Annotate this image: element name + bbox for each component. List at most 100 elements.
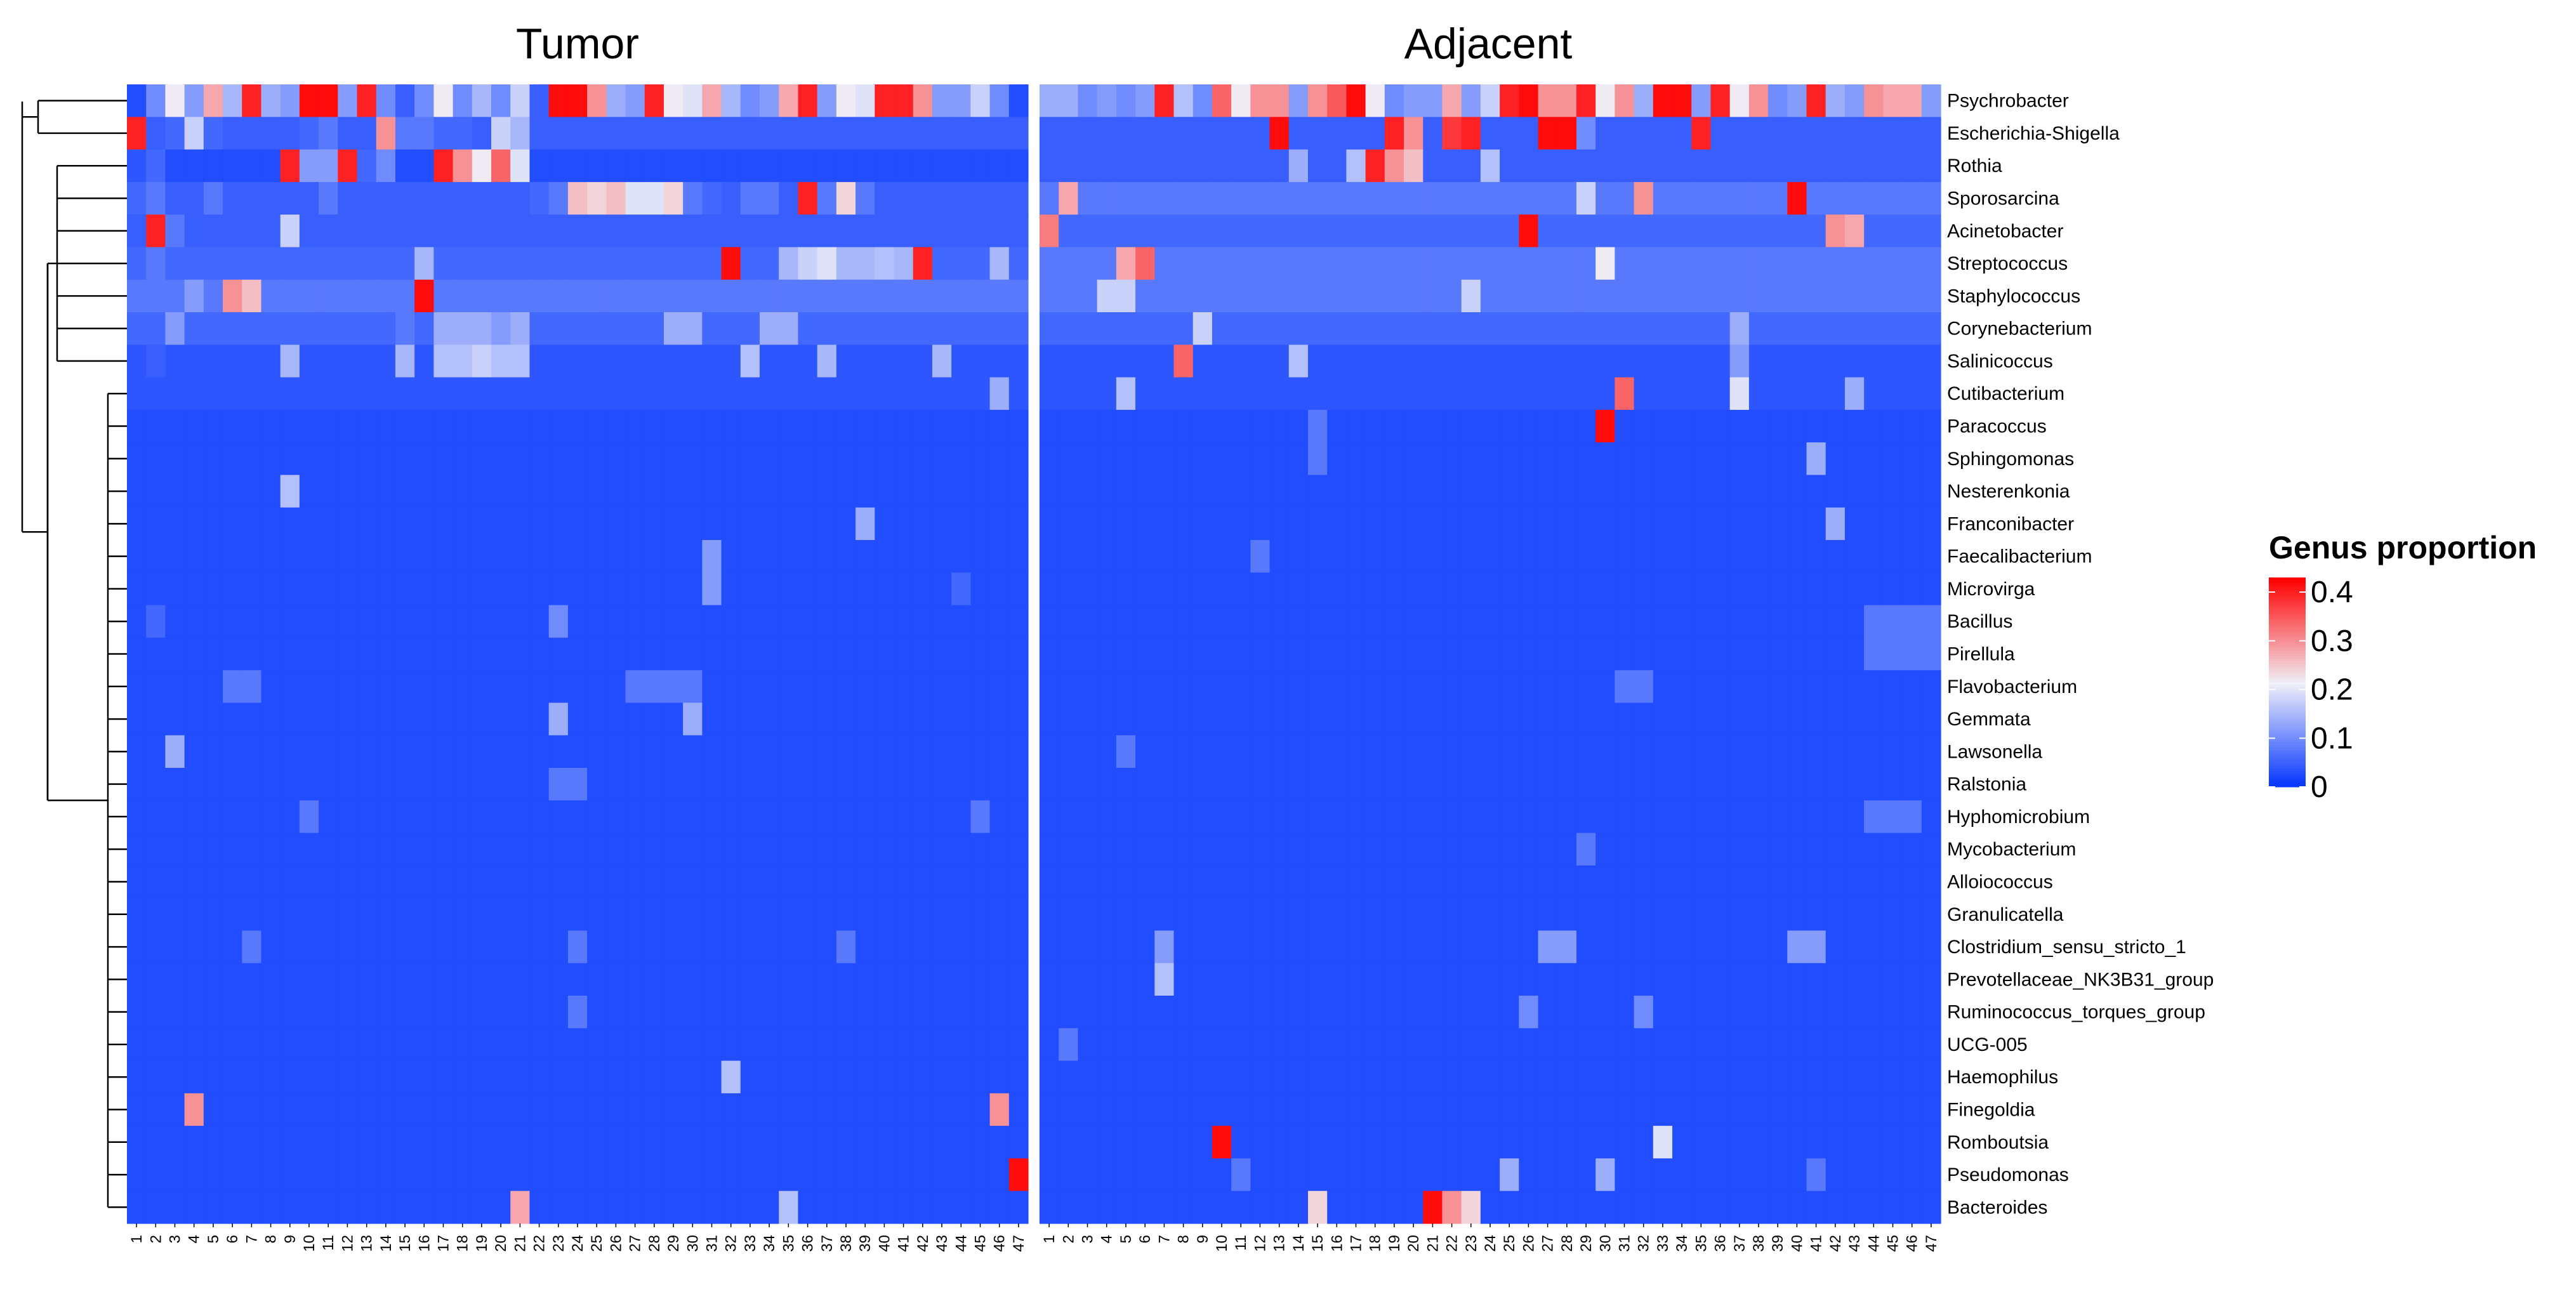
heatmap-cell — [1576, 117, 1596, 150]
heatmap-cell — [1806, 1060, 1826, 1094]
legend-gradient-step — [2269, 619, 2306, 623]
heatmap-cell — [1787, 930, 1807, 964]
heatmap-cell — [1729, 1126, 1750, 1159]
heatmap-cell — [376, 149, 396, 183]
heatmap-cell — [1500, 1158, 1519, 1192]
heatmap-cell — [606, 1126, 626, 1159]
heatmap-cell — [1059, 572, 1079, 606]
heatmap-cell — [472, 117, 492, 150]
heatmap-cell — [1461, 312, 1481, 345]
heatmap-cell — [395, 1093, 415, 1126]
heatmap-cell — [625, 865, 645, 899]
heatmap-cell — [1595, 898, 1615, 932]
heatmap-cell — [798, 377, 818, 411]
heatmap-cell — [1615, 702, 1635, 736]
heatmap-cell — [299, 996, 319, 1029]
heatmap-cell — [875, 1158, 895, 1192]
heatmap-cell — [1748, 84, 1769, 117]
heatmap-cell — [587, 377, 607, 411]
heatmap-cell — [1864, 507, 1884, 541]
heatmap-cell — [1729, 833, 1750, 866]
heatmap-cell — [433, 800, 454, 834]
heatmap-cell — [740, 247, 760, 280]
heatmap-cell — [1921, 833, 1941, 866]
heatmap-cell — [702, 996, 722, 1029]
heatmap-cell — [491, 409, 511, 443]
column-label: 35 — [1693, 1235, 1710, 1252]
heatmap-cell — [989, 181, 1010, 215]
heatmap-cell — [1288, 898, 1309, 932]
heatmap-cell — [1008, 800, 1029, 834]
heatmap-cell — [663, 572, 684, 606]
heatmap-cell — [663, 247, 684, 280]
heatmap-cell — [740, 702, 760, 736]
heatmap-cell — [1442, 702, 1462, 736]
heatmap-cell — [1710, 996, 1731, 1029]
heatmap-cell — [357, 702, 377, 736]
heatmap-cell — [280, 963, 300, 996]
heatmap-cell — [452, 1158, 473, 1192]
heatmap-cell — [1557, 409, 1577, 443]
heatmap-cell — [338, 1158, 358, 1192]
heatmap-cell — [567, 605, 588, 638]
heatmap-cell — [1212, 117, 1232, 150]
heatmap-cell — [1653, 833, 1673, 866]
heatmap-cell — [1040, 117, 1059, 150]
heatmap-cell — [1710, 670, 1731, 704]
heatmap-cell — [567, 768, 588, 801]
heatmap-cell — [567, 312, 588, 345]
heatmap-cell — [280, 1126, 300, 1159]
heatmap-cell — [721, 637, 741, 671]
heatmap-cell — [1250, 1126, 1271, 1159]
heatmap-cell — [932, 117, 952, 150]
heatmap-cell — [1078, 996, 1098, 1029]
heatmap-cell — [1078, 1126, 1098, 1159]
heatmap-cell — [1500, 670, 1519, 704]
heatmap-cell — [1883, 1190, 1903, 1224]
heatmap-cell — [452, 181, 473, 215]
heatmap-cell — [567, 996, 588, 1029]
heatmap-cell — [567, 442, 588, 476]
heatmap-cell — [548, 117, 569, 150]
heatmap-cell — [472, 345, 492, 378]
heatmap-cell — [1346, 930, 1366, 964]
heatmap-cell — [779, 930, 799, 964]
heatmap-cell — [1806, 702, 1826, 736]
heatmap-cell — [1231, 540, 1251, 573]
heatmap-cell — [1615, 963, 1635, 996]
heatmap-cell — [165, 865, 185, 899]
heatmap-cell — [184, 247, 204, 280]
heatmap-cell — [644, 377, 664, 411]
heatmap-cell — [1078, 605, 1098, 638]
heatmap-cell — [1538, 1060, 1558, 1094]
heatmap-cell — [567, 247, 588, 280]
heatmap-cell — [491, 898, 511, 932]
heatmap-cell — [1480, 442, 1500, 476]
heatmap-cell — [433, 996, 454, 1029]
heatmap-cell — [472, 312, 492, 345]
heatmap-cell — [1653, 84, 1673, 117]
legend-gradient-step — [2269, 708, 2306, 711]
heatmap-cell — [1346, 670, 1366, 704]
heatmap-cell — [1883, 865, 1903, 899]
heatmap-cell — [894, 442, 914, 476]
heatmap-cell — [1346, 865, 1366, 899]
heatmap-cell — [1825, 507, 1846, 541]
heatmap-cell — [1461, 475, 1481, 508]
heatmap-cell — [1461, 1158, 1481, 1192]
heatmap-cell — [1135, 735, 1155, 768]
heatmap-cell — [894, 833, 914, 866]
heatmap-cell — [529, 1028, 550, 1062]
legend-gradient-step — [2269, 627, 2306, 631]
heatmap-cell — [932, 800, 952, 834]
heatmap-cell — [970, 637, 991, 671]
heatmap-cell — [1595, 1028, 1615, 1062]
heatmap-cell — [1327, 312, 1347, 345]
heatmap-cell — [644, 1028, 664, 1062]
heatmap-cell — [510, 84, 531, 117]
heatmap-cell — [1921, 1028, 1941, 1062]
heatmap-cell — [1008, 702, 1029, 736]
heatmap-cell — [146, 1190, 166, 1224]
heatmap-cell — [721, 702, 741, 736]
heatmap-cell — [1423, 963, 1443, 996]
